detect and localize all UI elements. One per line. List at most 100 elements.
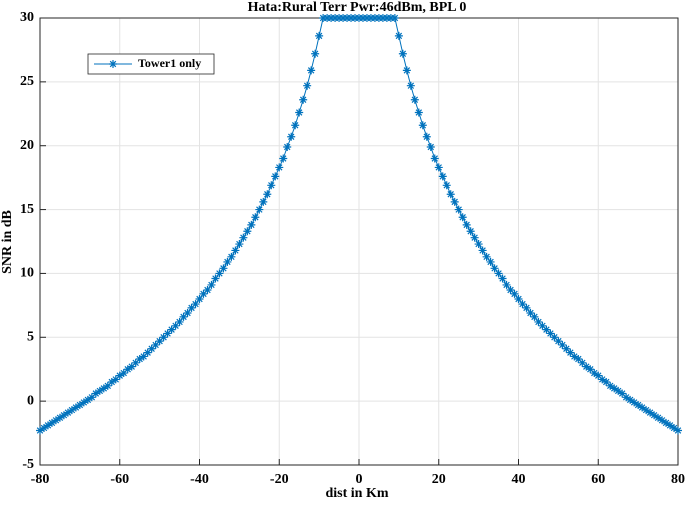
chart-title: Hata:Rural Terr Pwr:46dBm, BPL 0 xyxy=(248,0,467,15)
marker xyxy=(570,352,579,361)
marker xyxy=(506,286,515,295)
marker xyxy=(550,333,559,342)
marker xyxy=(279,154,288,163)
marker xyxy=(478,246,487,255)
x-tick-label: -60 xyxy=(110,472,129,487)
marker xyxy=(562,344,571,353)
marker xyxy=(55,413,64,422)
marker xyxy=(87,393,96,402)
marker xyxy=(235,240,244,249)
marker xyxy=(183,309,192,318)
marker xyxy=(275,163,284,172)
marker xyxy=(502,280,511,289)
marker xyxy=(614,386,623,395)
marker xyxy=(638,403,647,412)
marker xyxy=(299,95,308,104)
marker xyxy=(422,132,431,141)
marker xyxy=(151,340,160,349)
marker xyxy=(398,49,407,58)
marker xyxy=(175,317,184,326)
marker xyxy=(446,190,455,199)
marker xyxy=(155,337,164,346)
legend-marker xyxy=(109,60,117,68)
marker xyxy=(127,362,136,371)
y-tick-label: 10 xyxy=(20,266,34,281)
marker xyxy=(426,142,435,151)
marker xyxy=(410,95,419,104)
legend-box xyxy=(87,53,215,75)
marker xyxy=(75,400,84,409)
marker xyxy=(199,289,208,298)
marker xyxy=(490,264,499,273)
marker xyxy=(259,197,268,206)
y-tick-label: 15 xyxy=(20,202,34,217)
legend-label: Tower1 only xyxy=(138,56,201,70)
x-tick-label: 40 xyxy=(512,472,526,487)
y-axis-label: SNR in dB xyxy=(0,210,15,274)
y-tick-label: 0 xyxy=(27,393,34,408)
marker xyxy=(626,395,635,404)
marker xyxy=(251,213,260,222)
marker xyxy=(227,252,236,261)
marker xyxy=(466,227,475,236)
marker xyxy=(195,294,204,303)
x-tick-label: -20 xyxy=(270,472,289,487)
marker xyxy=(510,289,519,298)
marker xyxy=(63,408,72,417)
marker xyxy=(530,312,539,321)
marker xyxy=(438,172,447,181)
x-tick-label: 20 xyxy=(432,472,446,487)
marker xyxy=(526,309,535,318)
y-tick-label: 5 xyxy=(27,330,34,345)
marker xyxy=(43,421,52,430)
x-tick-label: 80 xyxy=(671,472,685,487)
marker xyxy=(167,325,176,334)
marker xyxy=(51,416,60,425)
marker xyxy=(582,362,591,371)
marker xyxy=(406,81,415,90)
y-tick-label: 30 xyxy=(20,10,34,25)
marker xyxy=(542,325,551,334)
marker xyxy=(219,264,228,273)
marker xyxy=(574,354,583,363)
marker xyxy=(135,354,144,363)
marker xyxy=(95,386,104,395)
marker xyxy=(91,389,100,398)
marker xyxy=(39,423,48,432)
marker xyxy=(47,418,56,427)
marker xyxy=(83,395,92,404)
marker xyxy=(586,365,595,374)
marker xyxy=(295,108,304,117)
marker xyxy=(307,66,316,75)
marker xyxy=(546,329,555,338)
marker xyxy=(67,406,76,415)
marker xyxy=(255,205,264,214)
marker xyxy=(578,358,587,367)
marker xyxy=(223,257,232,266)
marker xyxy=(554,337,563,346)
marker xyxy=(211,274,220,283)
marker xyxy=(418,121,427,130)
marker xyxy=(131,358,140,367)
y-tick-label: 25 xyxy=(20,74,34,89)
marker xyxy=(59,411,68,420)
marker xyxy=(450,197,459,206)
marker xyxy=(482,252,491,261)
marker xyxy=(123,365,132,374)
marker xyxy=(119,369,128,378)
marker xyxy=(215,269,224,278)
marker xyxy=(514,294,523,303)
marker xyxy=(666,421,675,430)
marker xyxy=(634,400,643,409)
marker xyxy=(646,408,655,417)
marker xyxy=(103,381,112,390)
marker xyxy=(239,233,248,242)
marker xyxy=(107,377,116,386)
marker xyxy=(522,303,531,312)
marker xyxy=(139,352,148,361)
marker xyxy=(231,246,240,255)
marker xyxy=(486,257,495,266)
marker xyxy=(179,312,188,321)
